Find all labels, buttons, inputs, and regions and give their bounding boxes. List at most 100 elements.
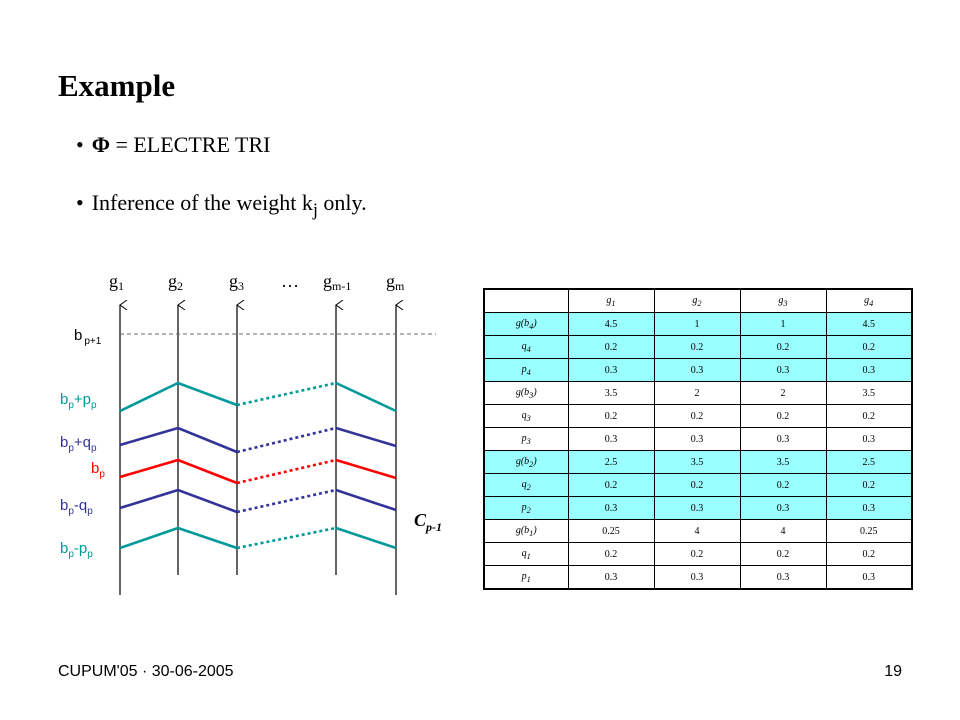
table-row: p3 0.3 0.3 0.3 0.3 (483, 427, 913, 451)
table-cell: 0.2 (653, 473, 741, 497)
table-row: p1 0.3 0.3 0.3 0.3 (483, 565, 913, 590)
row-label: p4 (483, 358, 569, 382)
profile-bp-line (119, 458, 238, 485)
table-header-cell: g3 (739, 288, 827, 313)
criterion-label-g3: g3 (229, 271, 244, 293)
bullet-dot: • (76, 132, 84, 157)
bullet-method-text: = ELECTRE TRI (109, 132, 271, 157)
profile-bp-plus-qp-end (335, 426, 397, 448)
row-label: p3 (483, 427, 569, 451)
table-cell: 0.3 (567, 496, 655, 520)
row-label: q2 (483, 473, 569, 497)
table-cell: 0.3 (567, 358, 655, 382)
profile-bp-minus-pp-line (119, 526, 238, 550)
table-cell: 0.2 (567, 404, 655, 428)
profile-bp-minus-pp-end (335, 526, 397, 550)
table-cell: 0.2 (825, 404, 913, 428)
table-cell: 2.5 (567, 450, 655, 474)
table-cell: 0.2 (825, 473, 913, 497)
profile-bp-dotted (236, 458, 337, 485)
table-row: g(b4) 4.5 1 1 4.5 (483, 312, 913, 336)
table-cell: 4.5 (825, 312, 913, 336)
profiles-table: g1 g2 g3 g4 g(b4) 4.5 1 1 4.5 q4 0.2 0.2 0.2 0.2 p4 0.3… (483, 288, 913, 590)
bullet-inference: • Inference of the weight kj only. (76, 190, 367, 220)
row-label: p1 (483, 565, 569, 590)
table-cell: 0.3 (653, 358, 741, 382)
table-cell: 0.3 (739, 496, 827, 520)
row-label: g(b1) (483, 519, 569, 543)
table-row: q4 0.2 0.2 0.2 0.2 (483, 335, 913, 359)
table-header-cell: g4 (825, 288, 913, 313)
table-row: q3 0.2 0.2 0.2 0.2 (483, 404, 913, 428)
table-cell: 0.3 (653, 427, 741, 451)
table-cell: 3.5 (825, 381, 913, 405)
table-cell: 0.3 (825, 358, 913, 382)
table-cell: 0.2 (567, 335, 655, 359)
profile-bp-minus-qp-line (119, 488, 238, 514)
table-cell: 3.5 (567, 381, 655, 405)
table-cell: 0.2 (739, 542, 827, 566)
label-bp1: b p+1 (74, 327, 102, 347)
table-cell: 0.2 (739, 335, 827, 359)
table-header-cell (483, 288, 569, 313)
table-cell: 0.2 (653, 404, 741, 428)
table-cell: 0.2 (567, 542, 655, 566)
table-cell: 0.2 (739, 404, 827, 428)
table-row: q1 0.2 0.2 0.2 0.2 (483, 542, 913, 566)
profile-bp-end (335, 458, 397, 480)
table-cell: 0.3 (739, 358, 827, 382)
bullet-inference-text: Inference of the weight k (91, 190, 313, 215)
label-bp-plus-qp: bp+qp (60, 434, 97, 454)
label-bp: bp (91, 460, 105, 480)
table-cell: 2 (653, 381, 741, 405)
profiles-table-body: g1 g2 g3 g4 g(b4) 4.5 1 1 4.5 q4 0.2 0.2 0.2 0.2 p4 0.3… (483, 288, 913, 590)
profile-bp-minus-qp-end (335, 488, 397, 512)
table-row: g(b2) 2.5 3.5 3.5 2.5 (483, 450, 913, 474)
footer-conference: CUPUM'05 · 30-06-2005 (58, 663, 234, 680)
table-cell: 1 (653, 312, 741, 336)
bullet-method: • Φ = ELECTRE TRI (76, 132, 270, 158)
profile-bp-minus-pp-dotted (236, 526, 337, 550)
profile-bp-plus-pp-dotted (236, 381, 337, 407)
table-cell: 0.3 (825, 427, 913, 451)
category-label: Cp-1 (414, 510, 442, 534)
table-cell: 0.3 (653, 565, 741, 590)
bullet-dot: • (76, 190, 84, 215)
label-bp-plus-pp: bp+pp (60, 391, 97, 411)
table-cell: 0.25 (567, 519, 655, 543)
table-cell: 2.5 (825, 450, 913, 474)
table-cell: 0.2 (825, 335, 913, 359)
profile-bp-plus-pp-end (335, 381, 397, 413)
row-label: q3 (483, 404, 569, 428)
table-cell: 0.2 (825, 542, 913, 566)
criterion-label-g2: g2 (168, 271, 183, 293)
row-label: q4 (483, 335, 569, 359)
profile-bp-plus-qp-dotted (236, 426, 337, 454)
row-label: g(b2) (483, 450, 569, 474)
table-cell: 1 (739, 312, 827, 336)
table-header-cell: g1 (567, 288, 655, 313)
phi-symbol: Φ (91, 132, 110, 157)
slide-title: Example (58, 68, 176, 103)
table-cell: 0.3 (739, 427, 827, 451)
table-header-row: g1 g2 g3 g4 (483, 288, 913, 313)
table-cell: 0.3 (653, 496, 741, 520)
criterion-ellipsis: … (281, 271, 299, 291)
table-cell: 4.5 (567, 312, 655, 336)
table-cell: 0.25 (825, 519, 913, 543)
profile-bp-plus-pp-line (119, 381, 238, 413)
criterion-label-gm-1: gm-1 (323, 271, 351, 293)
row-label: p2 (483, 496, 569, 520)
table-header-cell: g2 (653, 288, 741, 313)
table-cell: 3.5 (739, 450, 827, 474)
table-cell: 0.3 (825, 565, 913, 590)
table-cell: 0.2 (567, 473, 655, 497)
row-label: q1 (483, 542, 569, 566)
bullet-inference-sub: j (312, 199, 318, 220)
table-cell: 0.3 (825, 496, 913, 520)
table-cell: 0.2 (653, 335, 741, 359)
table-cell: 0.3 (567, 565, 655, 590)
table-row: g(b3) 3.5 2 2 3.5 (483, 381, 913, 405)
table-cell: 3.5 (653, 450, 741, 474)
